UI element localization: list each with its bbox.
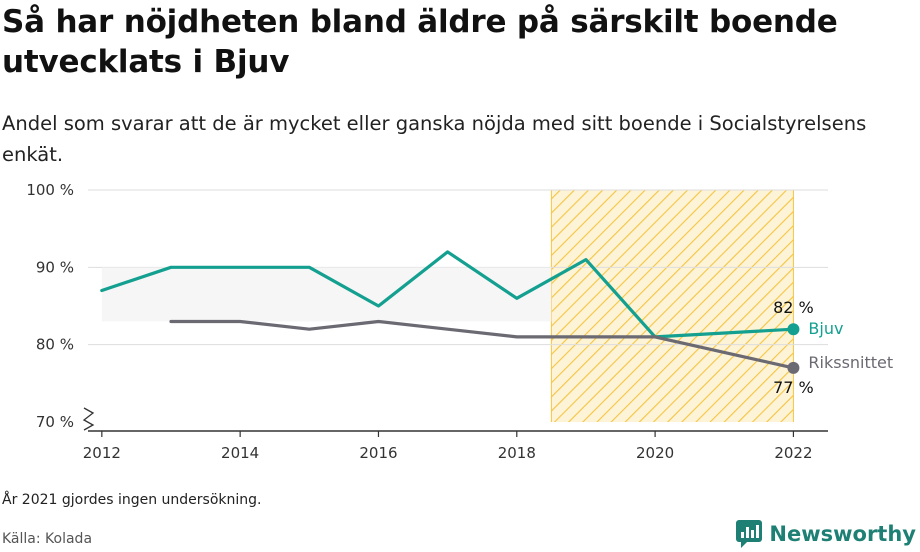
chart-title: Så har nöjdheten bland äldre på särskilt… xyxy=(2,4,838,80)
brand-name: Newsworthy xyxy=(769,522,916,546)
x-tick-label: 2022 xyxy=(774,444,812,462)
series-line-rikssnittet xyxy=(169,319,795,370)
series-label-bjuv: Bjuv xyxy=(808,319,843,338)
end-point-bjuv xyxy=(787,323,800,336)
end-value-label-bjuv: 82 % xyxy=(773,298,814,317)
series-line-bjuv xyxy=(100,250,795,339)
end-value-label-riks: 77 % xyxy=(773,378,814,397)
highlight-period xyxy=(551,190,794,422)
x-tick-label: 2016 xyxy=(359,444,397,462)
y-tick-label: 80 % xyxy=(36,336,74,354)
x-tick-label: 2018 xyxy=(498,444,536,462)
x-tick-label: 2014 xyxy=(221,444,259,462)
footnote: År 2021 gjordes ingen undersökning. xyxy=(2,492,262,508)
y-tick-label: 100 % xyxy=(26,181,74,199)
chart-subtitle: Andel som svarar att de är mycket eller … xyxy=(2,112,867,166)
series-label-riks: Rikssnittet xyxy=(808,353,893,372)
x-tick-label: 2020 xyxy=(636,444,674,462)
y-tick-label: 70 % xyxy=(36,413,74,431)
end-point-rikssnittet xyxy=(787,361,800,374)
axis-break-icon xyxy=(82,407,95,431)
source-note: Källa: Kolada xyxy=(2,531,93,547)
brand-logo: Newsworthy xyxy=(735,519,916,549)
x-tick-label: 2012 xyxy=(83,444,121,462)
newsworthy-logo-icon xyxy=(736,520,763,548)
y-tick-label: 90 % xyxy=(36,258,74,276)
